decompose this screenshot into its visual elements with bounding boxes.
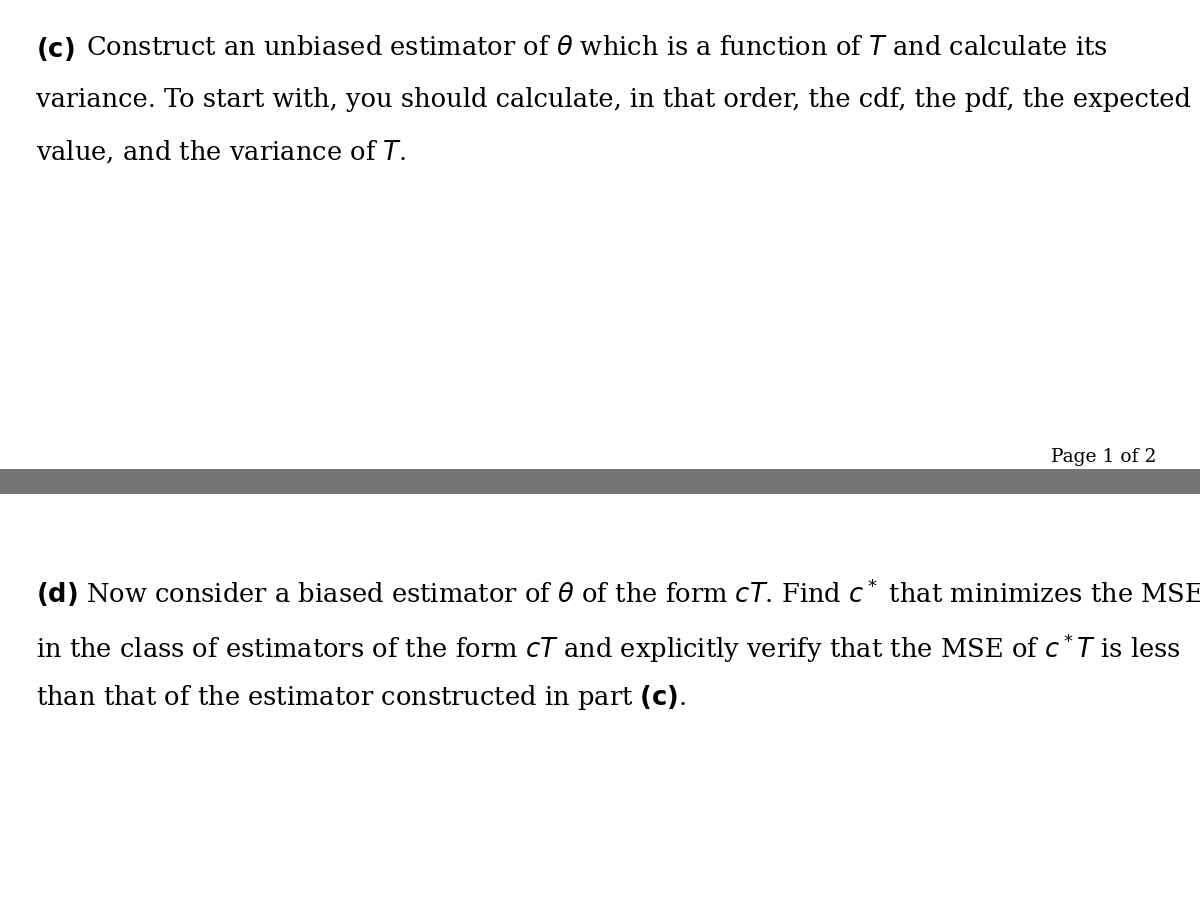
Text: $\mathbf{(d)}$: $\mathbf{(d)}$ (36, 580, 78, 607)
Text: value, and the variance of $T$.: value, and the variance of $T$. (36, 138, 407, 165)
Text: Construct an unbiased estimator of $\theta$ which is a function of $T$ and calcu: Construct an unbiased estimator of $\the… (86, 35, 1109, 60)
Text: Now consider a biased estimator of $\theta$ of the form $cT$. Find $c^*$ that mi: Now consider a biased estimator of $\the… (86, 580, 1200, 608)
Text: Page 1 of 2: Page 1 of 2 (1051, 448, 1157, 466)
Text: $\mathbf{(c)}$: $\mathbf{(c)}$ (36, 35, 74, 63)
Text: variance. To start with, you should calculate, in that order, the cdf, the pdf, : variance. To start with, you should calc… (36, 87, 1190, 112)
Text: than that of the estimator constructed in part $\mathbf{(c)}$.: than that of the estimator constructed i… (36, 683, 686, 712)
FancyBboxPatch shape (0, 469, 1200, 494)
Text: in the class of estimators of the form $cT$ and explicitly verify that the MSE o: in the class of estimators of the form $… (36, 631, 1181, 665)
